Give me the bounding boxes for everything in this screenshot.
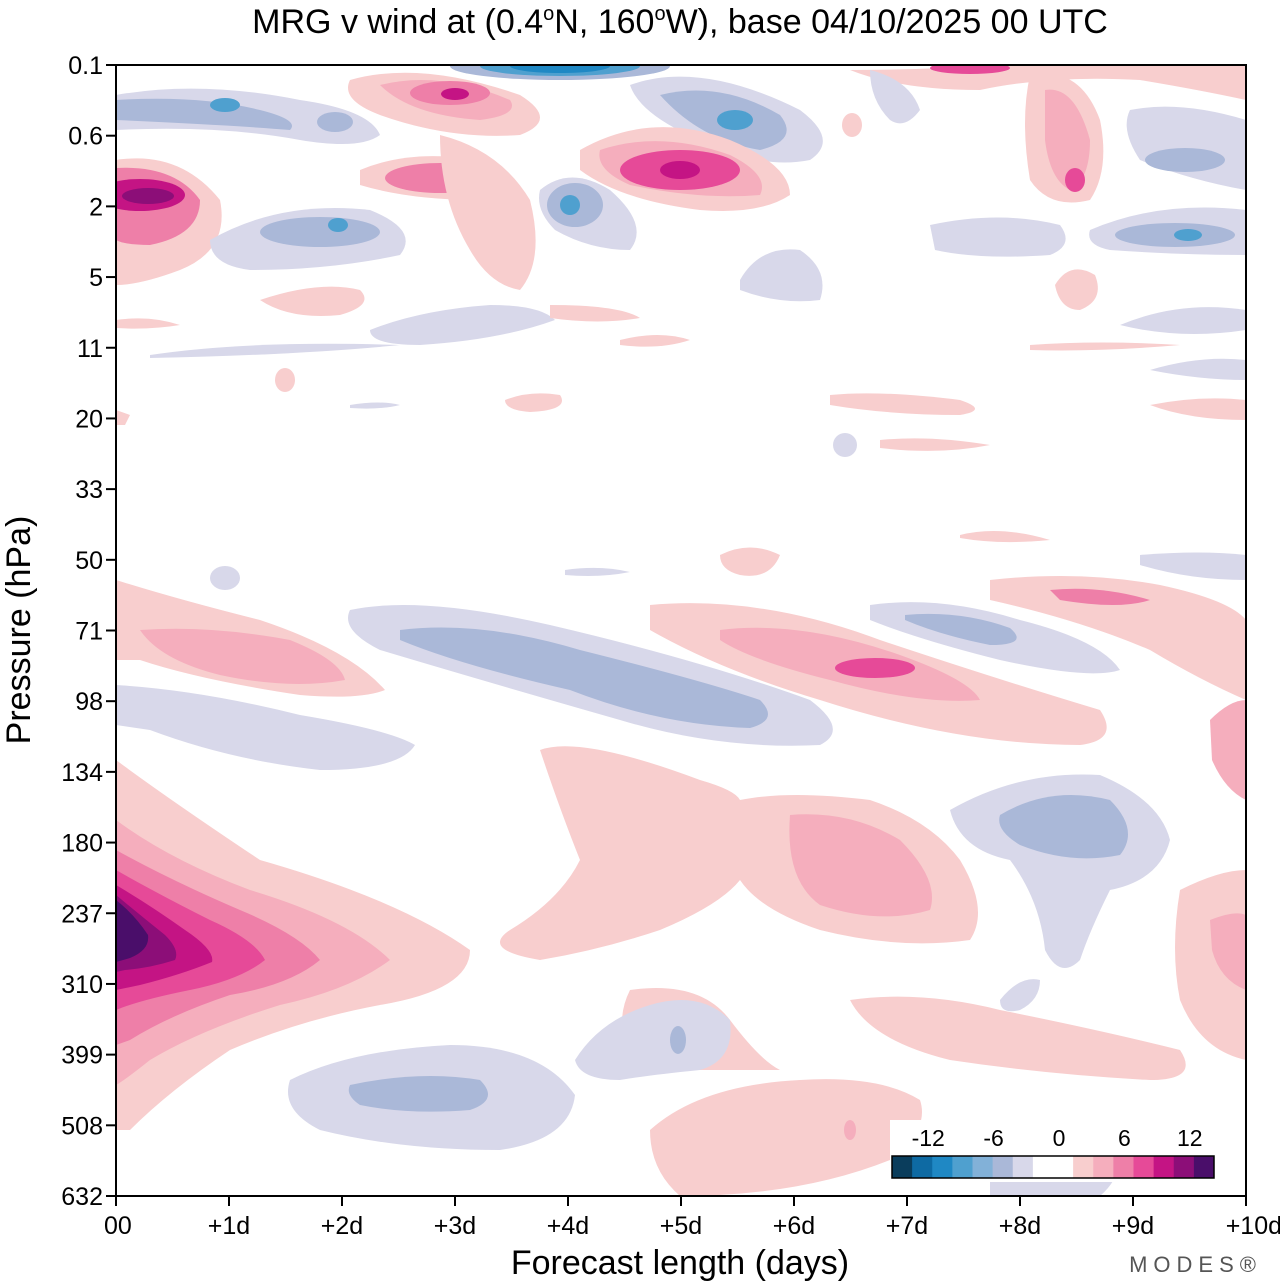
y-tick-label: 508 — [61, 1112, 103, 1140]
y-tick-label: 632 — [61, 1183, 103, 1211]
x-tick-label: +8d — [999, 1212, 1041, 1240]
x-tick-label: +5d — [660, 1212, 702, 1240]
y-tick-label: 310 — [61, 971, 103, 999]
colorbar-swatch — [1193, 1156, 1215, 1178]
mid-faint-bands — [116, 286, 1246, 590]
lower-positive-spread — [500, 746, 1246, 1196]
x-tick-label: +4d — [547, 1212, 589, 1240]
colorbar-swatch — [1032, 1156, 1054, 1178]
x-axis: 00 +1d +2d +3d +4d +5d +6d +7d +8d +9d +10d — [104, 1196, 1280, 1240]
colorbar-label: 12 — [1177, 1125, 1203, 1151]
x-tick-label: +2d — [321, 1212, 363, 1240]
chart-title: MRG v wind at (0.4oN, 160oW), base 04/10… — [252, 3, 1108, 41]
y-tick-label: 98 — [75, 688, 103, 716]
y-tick-label: 0.1 — [68, 52, 103, 80]
colorbar-swatch — [972, 1156, 994, 1178]
colorbar-label: 6 — [1118, 1125, 1131, 1151]
contour-field — [116, 65, 1246, 1196]
colorbar-swatch — [1113, 1156, 1134, 1178]
colorbar-swatch — [932, 1156, 953, 1178]
colorbar-swatch — [1053, 1156, 1074, 1178]
x-tick-label: +7d — [886, 1212, 928, 1240]
colorbar-frame — [891, 1155, 1215, 1179]
colorbar-swatch — [1093, 1156, 1114, 1178]
colorbar: -12 -6 0 6 12 — [891, 1125, 1215, 1179]
y-tick-label: 33 — [75, 476, 103, 504]
y-axis: 0.1 0.6 2 5 11 20 33 50 71 98 134 180 237 310 399 508 63… — [61, 52, 116, 1211]
y-tick-label: 5 — [89, 264, 103, 292]
upper-right-features — [740, 65, 1246, 310]
upper-negative-band — [630, 76, 823, 163]
colorbar-label: -6 — [983, 1125, 1003, 1151]
colorbar-swatch — [1073, 1156, 1094, 1178]
colorbar-swatch — [1012, 1156, 1034, 1178]
colorbar-swatch — [912, 1156, 933, 1178]
x-tick-label: +9d — [1112, 1212, 1154, 1240]
y-tick-label: 399 — [61, 1042, 103, 1070]
colorbar-swatch — [952, 1156, 973, 1178]
y-tick-label: 180 — [61, 830, 103, 858]
y-tick-label: 2 — [89, 193, 103, 221]
mid-positive-band — [116, 580, 385, 697]
upper-left-positive-core — [116, 158, 222, 285]
colorbar-swatch — [1173, 1156, 1195, 1178]
colorbar-swatch — [892, 1156, 913, 1178]
y-tick-label: 0.6 — [68, 123, 103, 151]
upper-left-negative — [116, 88, 380, 144]
mid-negative-band — [116, 605, 833, 770]
colorbar-label: -12 — [912, 1125, 945, 1151]
x-tick-label: 00 — [104, 1212, 132, 1240]
upper-positive-band — [348, 72, 540, 290]
mid-positive-band-2 — [650, 576, 1246, 800]
x-tick-label: +1d — [208, 1212, 250, 1240]
y-tick-label: 11 — [77, 335, 103, 363]
y-tick-label: 237 — [61, 900, 103, 928]
lower-positive-core — [116, 760, 470, 1130]
colorbar-swatch — [1153, 1156, 1175, 1178]
x-tick-label: +10d — [1226, 1212, 1280, 1240]
x-tick-label: +3d — [434, 1212, 476, 1240]
colorbar-swatch — [1133, 1156, 1155, 1178]
upper-positive-band-2 — [580, 127, 790, 211]
y-axis-label: Pressure (hPa) — [0, 516, 38, 745]
x-axis-label: Forecast length (days) — [511, 1244, 849, 1282]
colorbar-swatch — [992, 1156, 1014, 1178]
x-tick-label: +6d — [773, 1212, 815, 1240]
y-tick-label: 50 — [75, 547, 103, 575]
y-tick-label: 134 — [61, 759, 103, 787]
upper-negative-jet — [450, 65, 670, 80]
y-tick-label: 71 — [75, 618, 103, 646]
y-tick-label: 20 — [75, 405, 103, 433]
colorbar-label: 0 — [1053, 1125, 1066, 1151]
brand-logo: MODES® — [1129, 1252, 1262, 1277]
upper-negative-small — [210, 177, 637, 270]
